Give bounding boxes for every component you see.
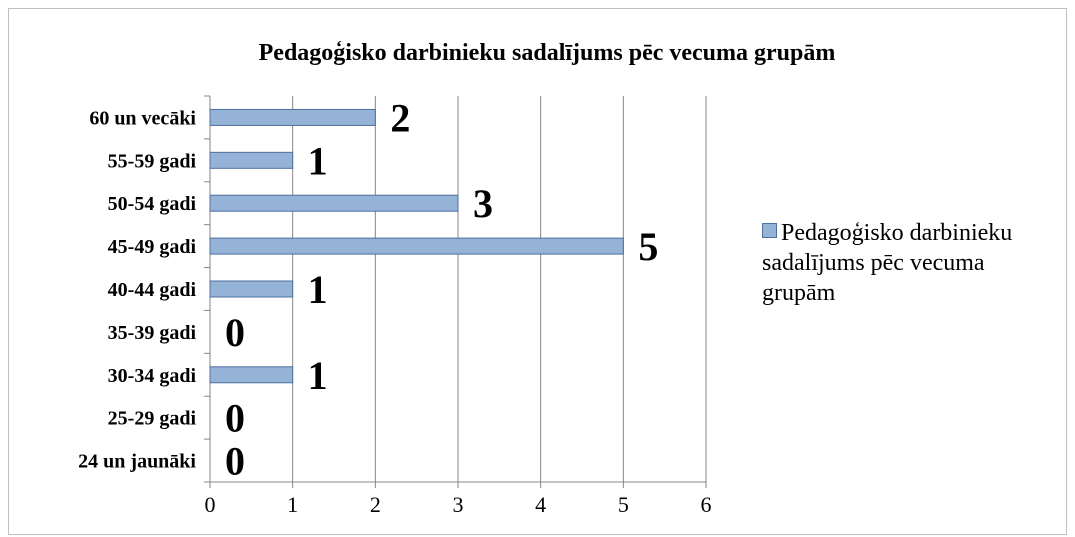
chart-border xyxy=(8,8,1067,535)
y-tick-label: 40-44 gadi xyxy=(108,279,197,301)
data-label: 1 xyxy=(308,267,328,312)
y-tick-label: 45-49 gadi xyxy=(108,236,197,258)
chart-title: Pedagoģisko darbinieku sadalījums pēc ve… xyxy=(259,40,836,66)
x-tick-label: 3 xyxy=(453,492,464,517)
bar xyxy=(209,151,294,169)
legend-swatch xyxy=(762,223,777,238)
x-tick-label: 1 xyxy=(287,492,298,517)
y-tick-label: 25-29 gadi xyxy=(108,408,197,430)
data-label: 5 xyxy=(638,224,658,269)
bar xyxy=(209,108,376,126)
x-tick-label: 6 xyxy=(701,492,712,517)
x-tick-label: 0 xyxy=(205,492,216,517)
bar xyxy=(209,280,294,298)
bar xyxy=(209,366,294,384)
x-tick-label: 2 xyxy=(370,492,381,517)
y-tick-label: 60 un vecāki xyxy=(89,107,196,129)
data-label: 3 xyxy=(473,181,493,226)
data-label: 1 xyxy=(308,138,328,183)
y-tick-label: 50-54 gadi xyxy=(108,193,197,215)
y-tick-label: 35-39 gadi xyxy=(108,322,197,344)
data-label: 1 xyxy=(308,353,328,398)
data-label: 2 xyxy=(390,95,410,140)
y-tick-label: 30-34 gadi xyxy=(108,365,197,387)
data-label: 0 xyxy=(225,396,245,441)
legend: Pedagoģisko darbinieku sadalījums pēc ve… xyxy=(762,218,1062,308)
x-tick-label: 4 xyxy=(535,492,546,517)
bar xyxy=(209,237,624,255)
data-label: 0 xyxy=(225,439,245,484)
data-label: 0 xyxy=(225,310,245,355)
y-tick-label: 55-59 gadi xyxy=(108,150,197,172)
legend-label: Pedagoģisko darbinieku sadalījums pēc ve… xyxy=(762,220,1013,306)
y-tick-label: 24 un jaunāki xyxy=(78,451,196,473)
bar xyxy=(209,194,459,212)
x-tick-label: 5 xyxy=(618,492,629,517)
